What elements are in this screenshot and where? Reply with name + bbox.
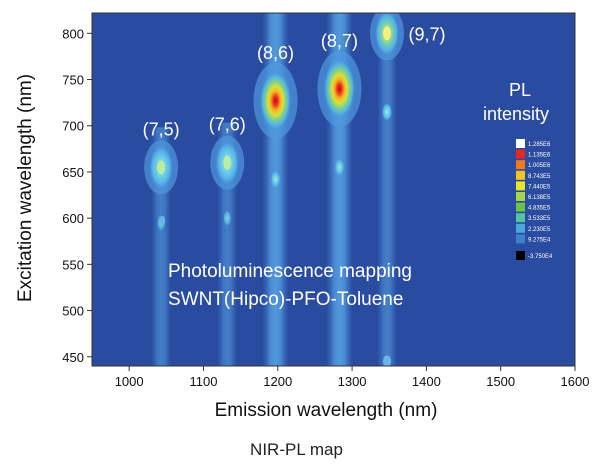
legend-swatch [516, 223, 525, 233]
peak-label-2: (8,6) [257, 43, 294, 63]
y-axis-title: Excitation wavelength (nm) [15, 74, 36, 302]
x-tick-label: 1300 [338, 374, 367, 389]
annotation-line-2: SWNT(Hipco)-PFO-Toluene [168, 289, 403, 310]
y-tick-label: 550 [62, 257, 84, 272]
x-tick-label: 1600 [561, 374, 590, 389]
legend-swatch [516, 192, 525, 201]
legend-swatch [516, 251, 525, 260]
x-tick-label: 1100 [189, 374, 217, 389]
legend-swatch [516, 202, 525, 212]
legend-swatch [516, 170, 525, 180]
legend-swatch [516, 234, 525, 244]
peak-label-4: (9,7) [408, 24, 445, 44]
legend-swatch [516, 213, 525, 223]
y-tick-label: 450 [62, 350, 84, 365]
peak-core [157, 160, 166, 175]
y-axis-ticks: 450 500 550 600 650 700 750 800 [62, 26, 92, 365]
legend-swatch [516, 181, 525, 191]
legend-title-line-2: intensity [483, 104, 549, 124]
legend-level-label: 9.275E4 [528, 237, 551, 243]
x-tick-label: 1000 [115, 374, 144, 389]
peak-label-0: (7,5) [143, 119, 180, 139]
axes: 1000 1100 1200 1300 1400 1500 1600 450 500 550 60… [15, 12, 590, 421]
peak-spot [259, 70, 292, 131]
sideband-spot [223, 210, 232, 227]
legend-level-label: 6.138E5 [528, 195, 551, 201]
legend-level-label: 1.285E6 [528, 142, 551, 148]
legend-level-label: -3.750E4 [528, 254, 553, 260]
sideband-spot [382, 102, 393, 121]
peak-core [223, 155, 232, 170]
x-axis-ticks: 1000 1100 1200 1300 1400 1500 1600 [115, 366, 590, 389]
satellite-spot [383, 355, 392, 366]
y-tick-label: 600 [62, 211, 84, 226]
x-tick-label: 1200 [263, 374, 292, 389]
pl-intensity-legend: PL intensity 1.285E6 1.135E6 1.005E6 8.743E… [483, 80, 553, 260]
figure-caption: NIR-PL map [250, 440, 343, 459]
annotation-line-1: Photoluminescence mapping [168, 261, 412, 282]
peak-core [383, 26, 392, 41]
x-tick-label: 1400 [412, 374, 441, 389]
sideband-spot [334, 158, 345, 177]
legend-swatch [516, 160, 525, 170]
legend-swatch [516, 149, 525, 159]
sideband-spot [270, 170, 281, 189]
emission-band-4 [377, 13, 398, 366]
y-tick-label: 700 [62, 119, 84, 134]
legend-level-label: 4.835E5 [528, 206, 551, 212]
peak-labels: (7,5) (7,6) (8,6) (8,7) (9,7) [143, 24, 446, 139]
annotation-text: Photoluminescence mapping SWNT(Hipco)-PF… [168, 261, 412, 310]
legend-title-line-1: PL [509, 80, 531, 100]
legend-level-label: 7.440E5 [528, 184, 551, 190]
y-tick-label: 800 [62, 26, 84, 41]
heatmap-layer [144, 13, 404, 366]
legend-level-label: 1.135E6 [528, 153, 551, 159]
legend-level-label: 1.005E6 [528, 163, 551, 169]
legend-level-label: 8.743E5 [528, 174, 551, 180]
x-axis-title: Emission wavelength (nm) [215, 400, 438, 421]
y-tick-label: 650 [62, 165, 84, 180]
legend-swatch [516, 139, 525, 148]
satellite-spot [160, 215, 166, 226]
peak-spot [323, 58, 356, 119]
plot-frame [91, 12, 576, 367]
y-tick-label: 750 [62, 73, 84, 88]
x-tick-label: 1500 [486, 374, 515, 389]
legend-level-label: 3.533E5 [528, 216, 551, 222]
y-tick-label: 500 [62, 304, 84, 319]
peak-label-1: (7,6) [209, 115, 246, 135]
peak-label-3: (8,7) [321, 31, 358, 51]
legend-level-label: 2.230E5 [528, 227, 551, 233]
